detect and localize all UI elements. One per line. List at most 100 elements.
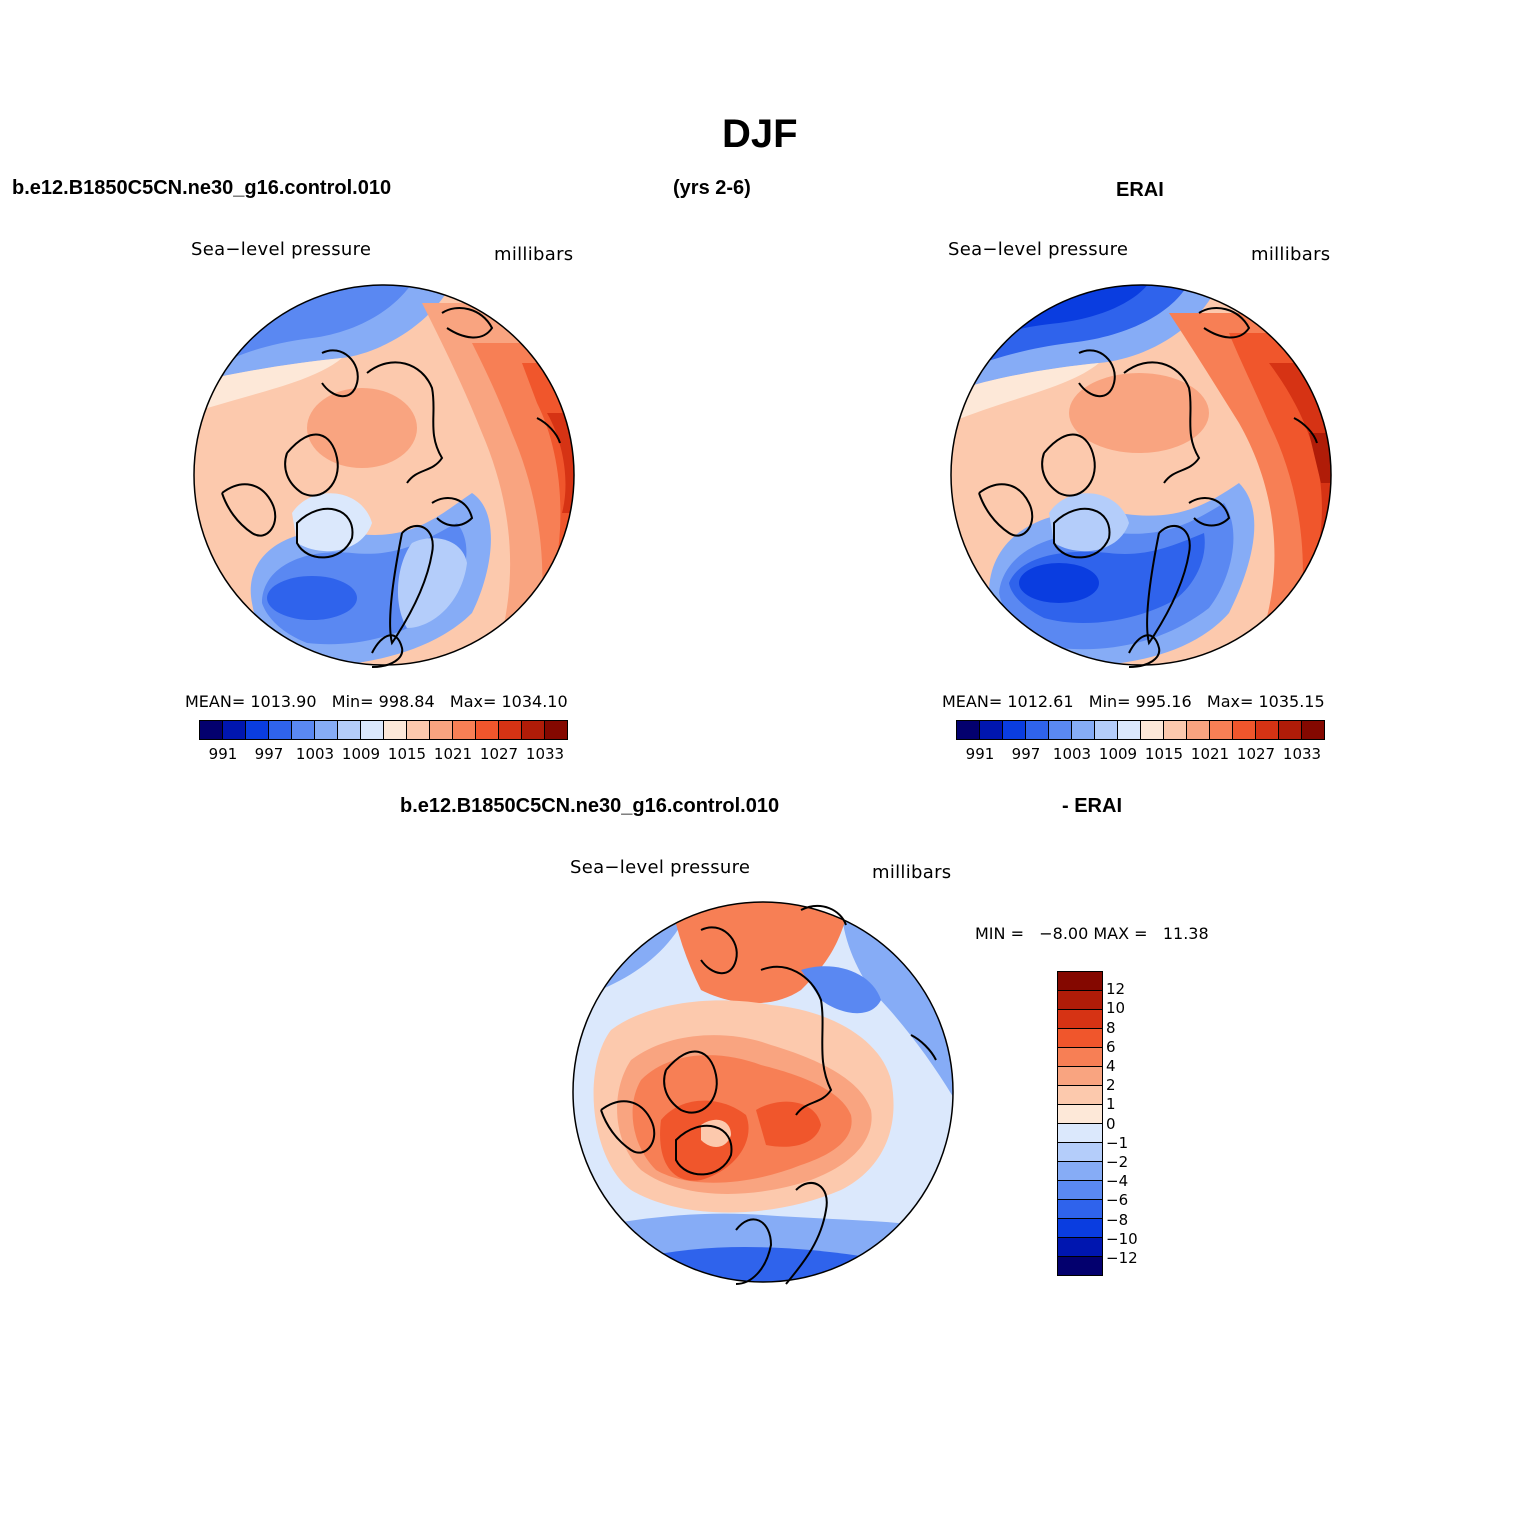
diff-colorbar-tick-label: −4 [1106, 1172, 1129, 1191]
obs-colorbar-box [957, 721, 980, 739]
model-colorbar-box [315, 721, 338, 739]
obs-max-value: 1035.15 [1258, 692, 1325, 711]
model-colorbar-box [522, 721, 545, 739]
obs-colorbar-box [1072, 721, 1095, 739]
model-min-label: Min= [331, 692, 374, 711]
model-colorbar-box [246, 721, 269, 739]
model-colorbar-tick-label: 1015 [387, 745, 427, 763]
model-colorbar-box [384, 721, 407, 739]
diff-colorbar-box [1058, 1162, 1102, 1181]
diff-colorbar-tick-label: −6 [1106, 1191, 1129, 1210]
obs-colorbar-box [1256, 721, 1279, 739]
obs-colorbar-tick-label: 991 [965, 745, 995, 763]
diff-colorbar-tick-label: 10 [1106, 999, 1126, 1018]
diff-stats: MIN = −8.00 MAX = 11.38 [975, 924, 1209, 943]
model-max-label: Max= [449, 692, 497, 711]
model-units-label: millibars [494, 244, 574, 265]
model-colorbar-tick-label: 1021 [433, 745, 473, 763]
diff-max-value: 11.38 [1162, 924, 1209, 943]
model-stats: MEAN= 1013.90 Min= 998.84 Max= 1034.10 [185, 692, 568, 711]
obs-colorbar-box [1210, 721, 1233, 739]
years-label: (yrs 2-6) [673, 177, 751, 199]
diff-title-left: b.e12.B1850C5CN.ne30_g16.control.010 [400, 795, 780, 817]
diff-colorbar-box [1058, 991, 1102, 1010]
diff-colorbar-box [1058, 1181, 1102, 1200]
model-colorbar-box [545, 721, 567, 739]
model-variable-label: Sea−level pressure [191, 239, 372, 260]
diff-colorbar-tick-label: −10 [1106, 1229, 1138, 1248]
model-colorbar-box [476, 721, 499, 739]
obs-colorbar-box [1187, 721, 1210, 739]
obs-colorbar [956, 720, 1325, 740]
diff-colorbar-tick-label: −8 [1106, 1210, 1129, 1229]
diff-colorbar-tick-label: 2 [1106, 1076, 1116, 1095]
obs-name-right: ERAI [1116, 179, 1164, 201]
model-colorbar-box [223, 721, 246, 739]
obs-colorbar-tick-label: 1009 [1098, 745, 1138, 763]
model-colorbar-tick-label: 1009 [341, 745, 381, 763]
diff-polar-map [572, 901, 954, 1285]
diff-title-right: - ERAI [1062, 795, 1122, 817]
obs-colorbar-box [1302, 721, 1324, 739]
model-colorbar-box [499, 721, 522, 739]
model-colorbar-box [292, 721, 315, 739]
diff-variable-label: Sea−level pressure [570, 857, 751, 878]
obs-colorbar-box [1118, 721, 1141, 739]
model-colorbar-box [361, 721, 384, 739]
diff-min-label: MIN = [975, 924, 1024, 943]
model-colorbar-box [338, 721, 361, 739]
diff-colorbar-tick-label: −12 [1106, 1249, 1138, 1267]
model-colorbar-box [407, 721, 430, 739]
obs-colorbar-box [1233, 721, 1256, 739]
model-colorbar-box [430, 721, 453, 739]
model-colorbar-tick-label: 1003 [295, 745, 335, 763]
obs-polar-map [950, 284, 1332, 668]
obs-colorbar-box [1003, 721, 1026, 739]
diff-colorbar-box [1058, 1029, 1102, 1048]
model-mean-label: MEAN= [185, 692, 246, 711]
diff-max-label: MAX = [1093, 924, 1148, 943]
obs-colorbar-tick-label: 997 [1011, 745, 1041, 763]
diff-colorbar-box [1058, 1067, 1102, 1086]
diff-colorbar-tick-label: −1 [1106, 1133, 1129, 1152]
obs-mean-value: 1012.61 [1007, 692, 1074, 711]
diff-units-label: millibars [872, 862, 952, 883]
obs-units-label: millibars [1251, 244, 1331, 265]
diff-colorbar-box [1058, 1219, 1102, 1238]
obs-colorbar-box [1164, 721, 1187, 739]
model-colorbar-tick-label: 1033 [525, 745, 565, 763]
obs-colorbar-tick-label: 1003 [1052, 745, 1092, 763]
obs-colorbar-box [1279, 721, 1302, 739]
figure-title: DJF [722, 112, 798, 156]
obs-colorbar-box [1141, 721, 1164, 739]
diff-colorbar-box [1058, 972, 1102, 991]
obs-stats: MEAN= 1012.61 Min= 995.16 Max= 1035.15 [942, 692, 1325, 711]
model-mean-value: 1013.90 [250, 692, 317, 711]
diff-colorbar-box [1058, 1257, 1102, 1275]
obs-colorbar-tick-label: 1027 [1236, 745, 1276, 763]
model-colorbar-tick-label: 997 [254, 745, 284, 763]
obs-colorbar-tick-label: 1021 [1190, 745, 1230, 763]
diff-colorbar-tick-label: 0 [1106, 1114, 1116, 1133]
diff-colorbar-tick-label: 1 [1106, 1095, 1116, 1114]
diff-min-value: −8.00 [1039, 924, 1089, 943]
diff-colorbar-box [1058, 1238, 1102, 1257]
diff-colorbar-tick-label: 4 [1106, 1057, 1116, 1075]
obs-max-label: Max= [1206, 692, 1254, 711]
obs-min-label: Min= [1088, 692, 1131, 711]
diff-colorbar-box [1058, 1086, 1102, 1105]
obs-colorbar-box [1026, 721, 1049, 739]
model-colorbar-box [269, 721, 292, 739]
obs-variable-label: Sea−level pressure [948, 239, 1129, 260]
diff-colorbar-box [1058, 1200, 1102, 1219]
model-colorbar-tick-label: 991 [208, 745, 238, 763]
obs-colorbar-box [1049, 721, 1072, 739]
obs-colorbar-box [980, 721, 1003, 739]
obs-colorbar-tick-label: 1033 [1282, 745, 1322, 763]
diff-colorbar-box [1058, 1143, 1102, 1162]
diff-colorbar-box [1058, 1124, 1102, 1143]
obs-mean-label: MEAN= [942, 692, 1003, 711]
model-max-value: 1034.10 [501, 692, 568, 711]
model-min-value: 998.84 [378, 692, 435, 711]
diff-colorbar-tick-label: 8 [1106, 1018, 1116, 1037]
